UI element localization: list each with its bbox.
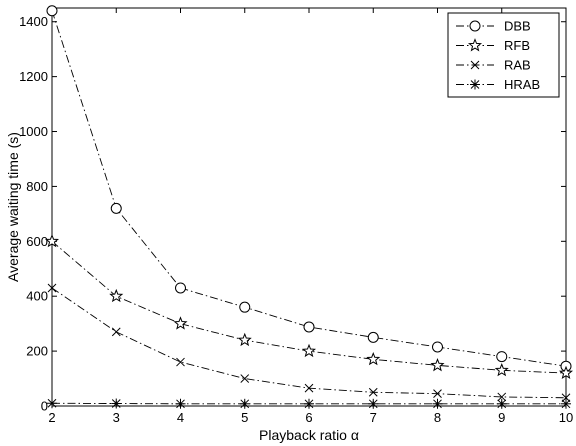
legend-box [447,12,560,98]
data-point-rfb [173,316,188,330]
data-point-dbb [496,351,508,363]
legend-marker-dbb [469,20,481,32]
data-point-hrab [47,398,57,409]
data-point-rfb [494,362,509,377]
x-tick-label: 2 [48,410,55,425]
x-tick-label: 9 [498,410,505,425]
legend-entry-rab: RAB [456,58,531,73]
data-point-rab [176,357,185,367]
legend-label: RFB [504,38,530,53]
series-rab [47,283,571,403]
data-point-dbb [367,331,379,343]
data-point-hrab [239,398,250,409]
data-point-dbb [239,301,251,313]
series-line-rab [51,287,567,399]
legend-entry-dbb: DBB [456,19,531,34]
legend-marker-rab [470,60,480,70]
y-tick-label: 1400 [19,14,48,29]
data-point-rab [111,327,121,337]
data-point-hrab [304,398,314,409]
legend-label: HRAB [504,77,540,92]
axis-ticks: 2 3 4 5 6 7 8 9 10 0 200 400 600 800 1000 1200 1400 [19,8,573,425]
data-point-rfb [558,365,574,380]
y-tick-label: 600 [26,234,48,249]
legend-marker-rfb [467,38,483,52]
series-hrab [47,398,571,409]
legend-entry-rfb: RFB [456,38,530,53]
y-tick-label: 1200 [19,69,48,84]
data-point-hrab [111,398,122,409]
x-tick-label: 8 [434,410,441,425]
x-axis-label: Playback ratio α [259,427,359,443]
data-point-dbb [303,321,315,333]
legend: DBB RFB RAB HRAB [447,12,560,98]
data-point-rfb [301,343,317,358]
data-point-hrab [368,398,379,409]
y-tick-label: 400 [26,289,48,304]
data-point-rfb [237,332,252,347]
y-tick-label: 800 [26,179,48,194]
data-point-rab [304,383,314,393]
data-point-hrab [175,398,186,409]
series-dbb [46,5,572,372]
data-point-dbb [432,341,443,353]
data-point-hrab [432,398,443,409]
data-point-dbb [175,282,186,294]
data-point-hrab [496,398,507,409]
x-tick-label: 10 [559,410,573,425]
y-tick-label: 0 [41,399,48,414]
series-layer [44,5,574,409]
series-rfb [44,233,574,380]
y-tick-label: 200 [26,344,48,359]
data-point-dbb [110,202,122,214]
legend-label: DBB [504,19,531,34]
data-point-rab [47,283,57,293]
data-point-rab [433,389,442,399]
data-point-rfb [430,358,445,372]
y-tick-label: 1000 [19,124,48,139]
y-axis-label: Average waiting time (s) [5,132,21,282]
data-point-hrab [561,398,571,409]
legend-entry-hrab: HRAB [456,77,540,92]
x-tick-label: 4 [177,410,184,425]
x-tick-label: 7 [370,410,377,425]
data-point-rfb [366,351,381,366]
data-point-rab [368,387,378,397]
data-point-rab [240,374,250,383]
legend-label: RAB [504,58,531,73]
data-point-rab [497,392,507,402]
data-point-rfb [44,233,60,248]
legend-marker-hrab [470,79,480,90]
x-tick-label: 3 [113,410,120,425]
x-tick-label: 6 [305,410,312,425]
x-tick-label: 5 [241,410,248,425]
data-point-rfb [109,288,124,303]
data-point-dbb [46,5,58,17]
